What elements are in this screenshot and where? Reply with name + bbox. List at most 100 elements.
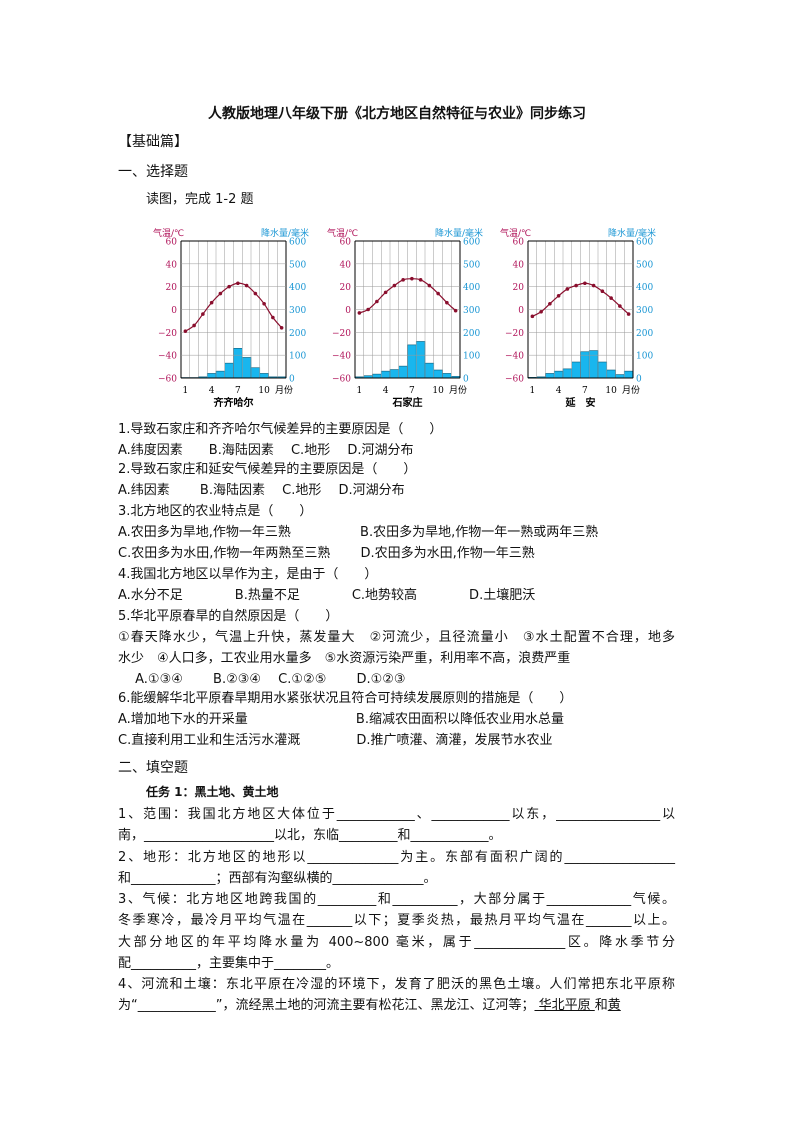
part-heading: 二、填空题 xyxy=(118,760,188,776)
question-line: 6.能缓解华北平原春旱期用水紧张状况且符合可持续发展原则的措施是（ ） xyxy=(118,691,573,706)
precip-bar xyxy=(580,351,590,379)
fill-blank-line: 冬季寒冷，最冷月平均气温在_______以下；夏季炎热，最热月平均气温在____… xyxy=(118,912,675,930)
precip-bar xyxy=(233,348,243,379)
precip-bar xyxy=(250,367,261,379)
month-tick-label: 1 xyxy=(530,386,536,396)
temp-tick-label: −20 xyxy=(505,329,524,339)
month-tick-label: 4 xyxy=(383,386,389,396)
station-name: 齐齐哈尔 xyxy=(214,396,254,409)
temp-tick-label: −40 xyxy=(332,352,351,362)
temperature-point xyxy=(357,311,362,315)
temperature-point xyxy=(445,300,449,305)
temp-tick-label: −60 xyxy=(158,375,177,385)
x-unit-label: 月份 xyxy=(449,384,467,396)
month-tick-label: 7 xyxy=(235,386,241,396)
temp-tick-label: −40 xyxy=(505,352,524,362)
month-tick-label: 10 xyxy=(605,386,617,396)
temp-tick-label: 40 xyxy=(340,260,352,270)
x-unit-label: 月份 xyxy=(275,384,293,396)
question-line: 水少 ④人口多，工农业用水量多 ⑤水资源污染严重，利用率不高，浪费严重 xyxy=(118,651,571,666)
precip-bar xyxy=(553,370,564,379)
precip-tick-label: 400 xyxy=(636,283,653,293)
question-line: A.纬度因素 B.海陆因素 C.地形 D.河湖分布 xyxy=(118,443,414,458)
temp-tick-label: 20 xyxy=(513,283,525,293)
question-line: A.①③④ B.②③④ C.①②⑤ D.①②③ xyxy=(118,672,406,687)
fill-blank-line: 大部分地区的年平均降水量为 400~800 毫米，属于_____________… xyxy=(118,934,675,952)
temperature-point xyxy=(279,325,284,330)
station-name: 延 安 xyxy=(565,396,596,409)
temp-tick-label: 20 xyxy=(166,283,178,293)
precip-bar xyxy=(380,370,391,379)
month-tick-label: 10 xyxy=(258,386,270,396)
question-line: C.农田多为水田,作物一年两熟至三熟 D.农田多为水田,作物一年三熟 xyxy=(118,546,535,561)
precip-tick-label: 600 xyxy=(636,238,653,248)
fill-text: 3、气候：北方地区地跨我国的_________和__________，大部分属于… xyxy=(118,892,675,907)
precip-tick-label: 0 xyxy=(289,375,295,385)
temperature-point xyxy=(209,300,214,305)
temperature-point xyxy=(383,290,388,295)
x-unit-label: 月份 xyxy=(622,384,640,396)
precip-tick-label: 400 xyxy=(463,283,480,293)
temperature-point xyxy=(591,283,596,288)
precip-axis-label: 降水量/毫米 xyxy=(261,227,309,239)
temp-tick-label: −20 xyxy=(158,329,177,339)
question-line: 2.导致石家庄和延安气候差异的主要原因是（ ） xyxy=(118,462,417,477)
fill-text: 和_____________；西部有沟壑纵横的______________。 xyxy=(118,871,437,886)
precip-bar xyxy=(571,361,581,379)
task-heading: 任务 1：黑土地、黄土地 xyxy=(146,785,279,799)
fill-blank-line: 配__________，主要集中于________。 xyxy=(118,955,339,973)
precip-bar xyxy=(259,373,269,379)
question-line: C.直接利用工业和生活污水灌溉 D.推广喷灌、滴灌，发展节水农业 xyxy=(118,733,553,748)
fill-blank-line: 3、气候：北方地区地跨我国的_________和__________，大部分属于… xyxy=(118,891,675,909)
precip-bar xyxy=(407,344,417,379)
precip-bar xyxy=(623,370,634,379)
temperature-point xyxy=(401,278,405,282)
precip-bar xyxy=(415,341,426,379)
fill-blank-line: 南，____________________以北，东临_________和___… xyxy=(118,827,502,845)
temp-tick-label: −20 xyxy=(332,329,351,339)
temp-tick-label: 0 xyxy=(518,306,524,316)
temperature-point xyxy=(436,291,440,296)
question-line: 3.北方地区的农业特点是（ ） xyxy=(118,504,313,519)
temp-tick-label: 0 xyxy=(171,306,177,316)
temp-tick-label: 60 xyxy=(513,238,525,248)
part-heading: 一、选择题 xyxy=(118,164,188,180)
precip-tick-label: 200 xyxy=(289,329,306,339)
temperature-point xyxy=(530,314,535,319)
month-tick-label: 1 xyxy=(183,386,189,396)
month-tick-label: 7 xyxy=(409,386,415,396)
temp-tick-label: 40 xyxy=(166,260,178,270)
temperature-point xyxy=(253,291,258,296)
precip-bar xyxy=(588,350,599,379)
month-tick-label: 1 xyxy=(357,386,363,396)
temperature-point xyxy=(262,301,266,306)
precip-tick-label: 400 xyxy=(289,283,306,293)
temperature-point xyxy=(600,289,605,294)
question-line: ①春天降水少，气温上升快，蒸发量大 ②河流少，且径流量小 ③水土配置不合理，地多 xyxy=(118,630,675,645)
question-line: 4.我国北方地区以旱作为主，是由于（ ） xyxy=(118,567,378,582)
temperature-point xyxy=(418,278,423,282)
precip-bar xyxy=(372,373,382,379)
fill-text: 2、地形：北方地区的地形以______________为主。东部有面积广阔的__… xyxy=(118,850,675,865)
temp-tick-label: −40 xyxy=(158,352,177,362)
precip-tick-label: 100 xyxy=(463,352,480,362)
question-line: 1.导致石家庄和齐齐哈尔气候差异的主要原因是（ ） xyxy=(118,422,443,437)
precip-tick-label: 200 xyxy=(463,329,480,339)
page-title: 人教版地理八年级下册《北方地区自然特征与农业》同步练习 xyxy=(208,106,586,122)
temperature-point xyxy=(583,281,587,286)
temperature-point xyxy=(453,308,458,313)
temperature-point xyxy=(618,304,622,308)
precip-bar xyxy=(442,373,452,379)
precip-bar xyxy=(389,369,400,379)
month-tick-label: 7 xyxy=(582,386,588,396)
fill-blank-line: 为“____________”，流经黑土地的河流主要有松花江、黑龙江、辽河等； … xyxy=(118,997,621,1015)
precip-tick-label: 100 xyxy=(636,352,653,362)
precip-tick-label: 300 xyxy=(289,306,306,316)
precip-tick-label: 200 xyxy=(636,329,653,339)
precip-tick-label: 500 xyxy=(289,260,306,270)
temperature-point xyxy=(201,312,205,316)
underlined-answer: 华北平原 xyxy=(534,998,595,1013)
fill-blank-line: 2、地形：北方地区的地形以______________为主。东部有面积广阔的__… xyxy=(118,849,675,867)
